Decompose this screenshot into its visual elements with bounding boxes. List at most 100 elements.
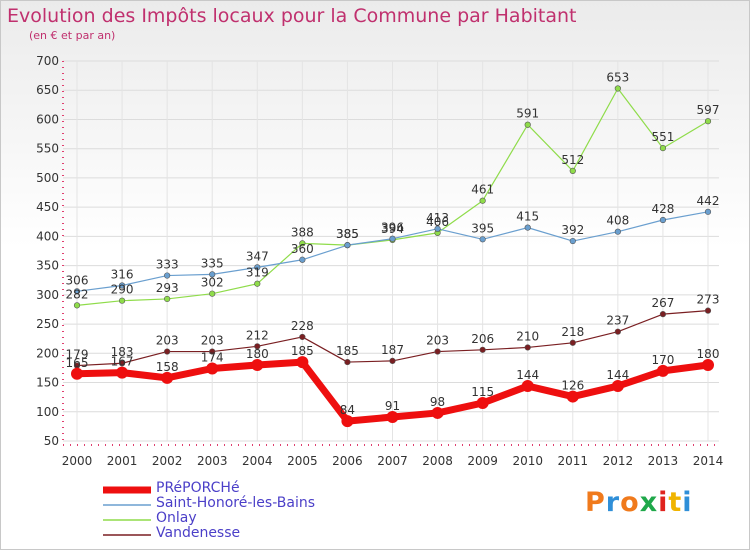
data-label: 185 [336, 344, 359, 358]
data-point [164, 295, 171, 303]
data-label: 91 [385, 399, 400, 413]
data-point [614, 328, 621, 335]
data-point [569, 339, 576, 346]
data-label: 408 [606, 214, 629, 228]
legend-label-onlay: Onlay [156, 510, 197, 526]
data-point [479, 197, 486, 204]
data-label: 237 [606, 314, 629, 328]
data-label: 206 [471, 332, 494, 346]
data-point [299, 333, 306, 341]
data-label: 335 [201, 256, 224, 270]
data-point [704, 118, 712, 125]
legend-swatch-vandenesse [103, 534, 151, 536]
data-label: 282 [66, 287, 89, 301]
data-point [118, 360, 126, 367]
data-label: 293 [156, 281, 179, 295]
data-label: 203 [426, 334, 449, 348]
x-tick-label: 2014 [693, 454, 724, 468]
data-label: 187 [381, 343, 404, 357]
data-label: 144 [606, 368, 629, 382]
data-point [254, 280, 261, 287]
data-point [702, 359, 714, 371]
data-label: 428 [651, 202, 674, 216]
x-tick-label: 2012 [603, 454, 634, 468]
data-point [656, 364, 669, 377]
y-tick-label: 100 [36, 405, 59, 419]
data-point [73, 288, 81, 295]
y-tick-label: 650 [36, 83, 59, 97]
data-label: 212 [246, 328, 269, 342]
data-point [476, 397, 489, 409]
y-tick-label: 350 [36, 259, 59, 273]
x-tick-label: 2006 [332, 454, 363, 468]
data-point [434, 348, 441, 355]
data-label: 210 [516, 329, 539, 343]
data-label: 165 [66, 356, 89, 370]
data-label: 84 [340, 403, 355, 417]
data-label: 203 [156, 334, 179, 348]
data-point [524, 224, 531, 231]
data-point [344, 358, 351, 366]
data-label: 180 [246, 347, 269, 361]
data-label: 394 [381, 222, 404, 236]
data-point [118, 282, 126, 289]
x-tick-label: 2007 [377, 454, 408, 468]
y-tick-label: 250 [36, 317, 59, 331]
data-label: 653 [606, 70, 629, 84]
data-label: 203 [201, 334, 224, 348]
data-label: 302 [201, 276, 224, 290]
data-label: 347 [246, 249, 269, 263]
legend-swatch-preporche [103, 486, 151, 494]
data-label: 551 [651, 130, 674, 144]
data-label: 179 [66, 348, 89, 362]
data-label: 385 [336, 227, 359, 241]
data-point [209, 348, 216, 355]
legend-label-preporche: PRéPORCHé [156, 480, 240, 496]
data-point [389, 357, 396, 365]
data-point [164, 272, 171, 279]
data-label: 185 [291, 344, 314, 358]
logo-letter: P [585, 487, 606, 518]
y-tick-label: 550 [36, 142, 59, 156]
data-label: 170 [651, 353, 674, 367]
y-tick-label: 500 [36, 171, 59, 185]
data-label: 144 [516, 368, 539, 382]
y-tick-label: 50 [44, 434, 59, 448]
data-point [434, 225, 441, 232]
data-label: 388 [291, 225, 314, 239]
legend-item-vandenesse: Vandenesse [101, 525, 431, 543]
legend-label-vandenesse: Vandenesse [156, 525, 241, 541]
x-tick-label: 2013 [648, 454, 679, 468]
y-tick-label: 400 [36, 229, 59, 243]
data-label: 395 [471, 221, 494, 235]
data-point [521, 380, 534, 393]
legend-swatch-onlay [103, 519, 151, 521]
proxiti-logo: Proxiti [585, 487, 693, 518]
data-label: 218 [561, 325, 584, 339]
legend-item-saint-honore: Saint-Honoré-les-Bains [101, 495, 431, 513]
data-point [341, 415, 354, 428]
y-tick-label: 200 [36, 346, 59, 360]
legend-item-onlay: Onlay [101, 510, 431, 528]
x-tick-label: 2002 [152, 454, 183, 468]
data-point [704, 307, 712, 314]
logo-letter: x [639, 487, 659, 518]
data-point [386, 411, 399, 424]
data-label: 385 [336, 227, 359, 241]
data-label: 316 [111, 267, 134, 281]
data-label: 174 [201, 351, 224, 365]
x-tick-label: 2000 [62, 454, 93, 468]
data-point [566, 390, 579, 403]
data-point [659, 311, 667, 318]
data-label: 126 [561, 379, 584, 393]
data-label: 290 [111, 283, 134, 297]
x-tick-label: 2005 [287, 454, 318, 468]
y-tick-label: 450 [36, 200, 59, 214]
data-label: 461 [471, 183, 494, 197]
data-label: 158 [156, 360, 179, 374]
data-label: 396 [381, 221, 404, 235]
logo-letter: r [605, 487, 621, 518]
data-label: 267 [651, 296, 674, 310]
y-tick-label: 300 [36, 288, 59, 302]
